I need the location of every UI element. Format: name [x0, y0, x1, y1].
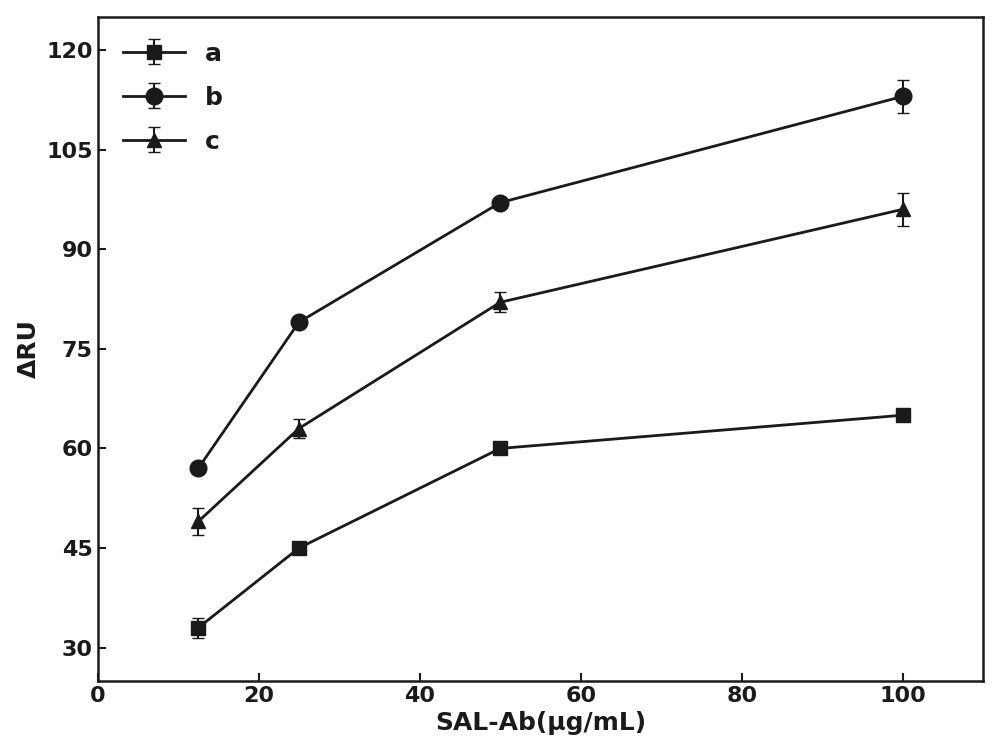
- Y-axis label: ΔRU: ΔRU: [17, 320, 41, 378]
- Legend: a, b, c: a, b, c: [110, 29, 235, 166]
- X-axis label: SAL-Ab(μg/mL): SAL-Ab(μg/mL): [435, 711, 646, 735]
